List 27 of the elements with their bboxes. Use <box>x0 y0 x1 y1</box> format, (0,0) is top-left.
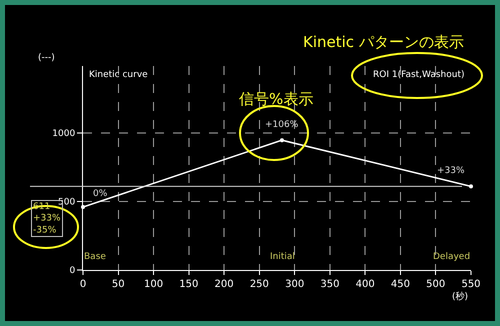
annotation: 信号%表示 <box>239 90 314 108</box>
text: ROI 1(Fast,Washout) <box>373 70 465 80</box>
annotation: Delayed <box>433 252 470 262</box>
point <box>469 184 473 188</box>
x-tick-label: 150 <box>179 279 198 290</box>
x-tick-label: 300 <box>285 279 304 290</box>
x-tick-label: 350 <box>320 279 340 290</box>
text: Kinetic curve <box>89 70 148 80</box>
x-tick-label: 0 <box>80 279 86 290</box>
x-tick-label: 550 <box>461 279 481 290</box>
x-tick-label: 200 <box>214 279 234 290</box>
annotation: +33% <box>437 166 465 176</box>
x-tick-label: 50 <box>112 279 125 290</box>
point <box>280 138 284 142</box>
y-tick-label: 1000 <box>52 129 76 140</box>
y-tick-label: 0 <box>69 266 76 276</box>
annotation: 0% <box>93 189 108 199</box>
x-axis-title: (秒) <box>452 291 468 302</box>
x-tick-label: 400 <box>356 279 375 290</box>
y-axis-title: (---) <box>38 53 55 63</box>
x-tick-label: 250 <box>250 279 269 290</box>
annotation: Initial <box>270 252 295 262</box>
annotation: Base <box>84 252 106 262</box>
text: Kinetic パターンの表示 <box>303 33 464 51</box>
x-tick-label: 500 <box>426 279 446 290</box>
x-tick-label: 450 <box>390 279 410 290</box>
x-tick-label: 100 <box>144 279 164 290</box>
